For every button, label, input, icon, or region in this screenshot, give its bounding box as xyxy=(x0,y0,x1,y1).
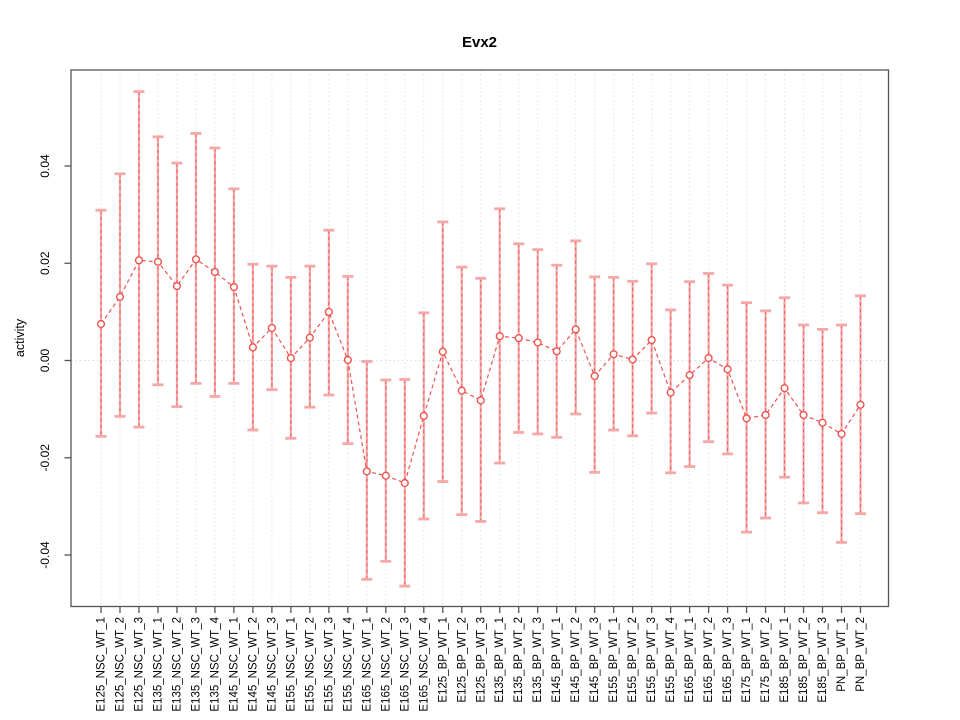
data-point xyxy=(590,371,599,381)
data-point xyxy=(248,343,258,352)
x-tick-label: E135_BP_WT_3 xyxy=(532,617,544,703)
data-point xyxy=(400,478,409,488)
x-tick-label: E125_NSC_WT_1 xyxy=(96,617,108,712)
data-point xyxy=(628,355,637,364)
x-tick-label: E145_BP_WT_3 xyxy=(589,617,601,703)
x-tick-label: E165_BP_WT_2 xyxy=(703,617,715,703)
x-tick-label: E125_NSC_WT_3 xyxy=(133,617,145,712)
data-point xyxy=(324,307,333,316)
y-tick-label: 0.02 xyxy=(38,251,52,275)
data-point xyxy=(210,267,220,277)
x-tick-label: E185_BP_WT_2 xyxy=(798,617,810,703)
data-point xyxy=(780,384,789,393)
data-point xyxy=(609,350,618,359)
x-tick-label: E185_BP_WT_3 xyxy=(817,617,829,703)
x-tick-label: E175_BP_WT_1 xyxy=(741,617,753,703)
data-point xyxy=(533,338,542,347)
x-tick-label: E145_NSC_WT_1 xyxy=(228,617,240,712)
x-tick-label: E185_BP_WT_1 xyxy=(779,617,791,703)
x-tick-label: E155_NSC_WT_4 xyxy=(342,616,354,711)
y-tick-label: -0.04 xyxy=(38,541,52,569)
x-tick-label: E165_BP_WT_1 xyxy=(684,617,696,703)
x-tick-label: PN_BP_WT_1 xyxy=(836,617,848,692)
x-tick-label: E135_NSC_WT_1 xyxy=(152,617,164,712)
x-tick-label: E165_NSC_WT_3 xyxy=(399,617,411,712)
x-tick-label: E165_NSC_WT_2 xyxy=(380,617,392,712)
data-point xyxy=(115,292,125,301)
x-tick-label: E135_NSC_WT_4 xyxy=(209,616,221,711)
x-tick-label: E145_BP_WT_1 xyxy=(551,617,563,703)
data-point xyxy=(362,467,371,476)
data-point xyxy=(153,257,163,266)
x-tick-label: PN_BP_WT_2 xyxy=(855,617,867,692)
data-point xyxy=(647,335,656,345)
x-tick-label: E155_NSC_WT_2 xyxy=(304,617,316,712)
data-point xyxy=(704,353,713,363)
x-tick-label: E165_NSC_WT_4 xyxy=(418,616,430,711)
x-tick-label: E145_BP_WT_2 xyxy=(570,617,582,703)
x-tick-label: E165_NSC_WT_1 xyxy=(361,617,373,712)
y-tick-label: 0.00 xyxy=(38,348,52,372)
data-point xyxy=(476,396,485,405)
data-point xyxy=(229,282,239,292)
data-point xyxy=(742,414,751,423)
data-point xyxy=(799,410,808,420)
data-point xyxy=(438,347,447,356)
data-point xyxy=(571,325,580,334)
data-point xyxy=(419,411,428,421)
data-point xyxy=(723,365,732,374)
data-point xyxy=(134,256,144,265)
data-point xyxy=(343,355,352,365)
y-tick-label: 0.04 xyxy=(38,154,52,178)
x-tick-label: E125_BP_WT_3 xyxy=(475,617,487,703)
x-tick-label: E135_NSC_WT_3 xyxy=(190,617,202,712)
data-point xyxy=(856,400,865,409)
data-point xyxy=(381,471,390,480)
data-point xyxy=(685,370,694,380)
x-tick-label: E135_BP_WT_1 xyxy=(494,617,506,703)
data-point xyxy=(305,333,314,342)
data-point xyxy=(666,388,675,397)
x-tick-label: E135_BP_WT_2 xyxy=(513,617,525,703)
data-point xyxy=(761,410,770,420)
x-tick-label: E125_BP_WT_2 xyxy=(456,617,468,703)
x-tick-label: E155_BP_WT_2 xyxy=(627,617,639,703)
x-tick-label: E125_BP_WT_1 xyxy=(437,617,449,703)
data-point xyxy=(267,323,276,333)
chart-title: Evx2 xyxy=(461,34,498,51)
data-point xyxy=(514,334,523,343)
x-tick-label: E155_BP_WT_1 xyxy=(608,617,620,703)
x-tick-label: E155_NSC_WT_3 xyxy=(323,617,335,712)
data-point xyxy=(495,332,504,341)
y-tick-label: -0.02 xyxy=(38,444,52,472)
x-tick-label: E175_BP_WT_2 xyxy=(760,617,772,703)
x-tick-label: E155_BP_WT_4 xyxy=(665,616,677,702)
plot-box xyxy=(70,69,890,608)
data-point xyxy=(191,255,201,264)
x-tick-label: E135_NSC_WT_2 xyxy=(171,617,183,712)
x-tick-label: E155_NSC_WT_1 xyxy=(285,617,297,712)
data-point xyxy=(286,353,295,363)
x-tick-label: E145_NSC_WT_2 xyxy=(247,617,259,712)
x-tick-label: E125_NSC_WT_2 xyxy=(114,617,126,712)
x-tick-label: E165_BP_WT_3 xyxy=(722,617,734,703)
data-point xyxy=(96,319,106,329)
x-tick-label: E145_NSC_WT_3 xyxy=(266,617,278,712)
data-point xyxy=(837,429,846,439)
x-tick-label: E155_BP_WT_3 xyxy=(646,617,658,703)
data-point xyxy=(818,418,827,427)
data-point xyxy=(552,347,561,356)
data-point xyxy=(172,282,182,291)
data-point xyxy=(457,386,466,395)
